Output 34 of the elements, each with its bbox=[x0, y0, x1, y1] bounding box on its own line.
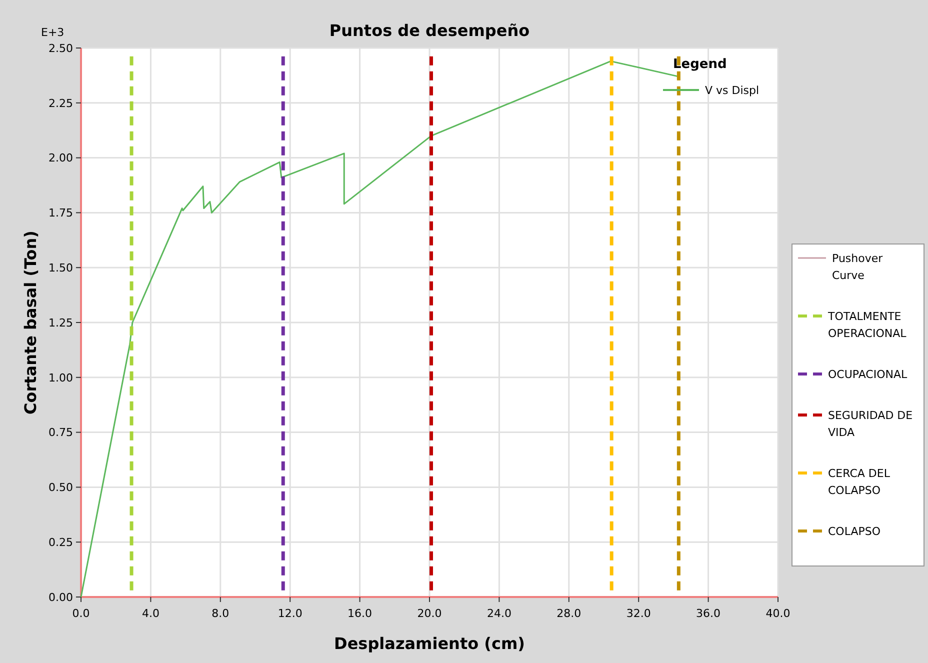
chart-title: Puntos de desempeño bbox=[329, 21, 530, 40]
legend-label: COLAPSO bbox=[828, 525, 881, 538]
x-tick-label: 20.0 bbox=[417, 607, 442, 620]
x-tick-label: 36.0 bbox=[696, 607, 721, 620]
legend-label: TOTALMENTE OPERACIONAL bbox=[827, 310, 908, 340]
x-tick-label: 8.0 bbox=[212, 607, 230, 620]
x-tick-label: 28.0 bbox=[556, 607, 582, 620]
x-tick-label: 4.0 bbox=[142, 607, 160, 620]
y-axis-title: Cortante basal (Ton) bbox=[21, 230, 40, 414]
y-tick-label: 0.00 bbox=[48, 590, 73, 604]
x-tick-label: 0.0 bbox=[72, 607, 90, 620]
y-tick-label: 2.50 bbox=[48, 42, 73, 55]
legend-label: OCUPACIONAL bbox=[828, 368, 908, 381]
y-tick-label: 0.25 bbox=[48, 536, 73, 549]
legend-title: Legend bbox=[673, 57, 727, 72]
y-tick-label: 1.00 bbox=[48, 371, 73, 384]
y-tick-label: 2.25 bbox=[48, 96, 73, 110]
x-axis-title: Desplazamiento (cm) bbox=[334, 634, 525, 653]
y-tick-label: 2.00 bbox=[48, 152, 73, 165]
legend-label: SEGURIDAD DE VIDA bbox=[828, 409, 913, 439]
legend-label: CERCA DEL COLAPSO bbox=[828, 467, 891, 497]
x-tick-label: 16.0 bbox=[348, 607, 372, 620]
x-tick-label: 40.0 bbox=[766, 607, 790, 620]
y-tick-label: 1.75 bbox=[48, 206, 73, 220]
y-tick-label: 1.25 bbox=[48, 316, 73, 330]
y-tick-label: 0.50 bbox=[48, 481, 73, 494]
legend-label: V vs Displ bbox=[705, 84, 760, 97]
y-tick-label: 1.50 bbox=[48, 261, 73, 274]
x-tick-label: 24.0 bbox=[486, 607, 512, 620]
x-tick-label: 32.0 bbox=[626, 607, 651, 620]
y-tick-label: 0.75 bbox=[48, 426, 73, 440]
text: Pushover Curve bbox=[832, 252, 884, 282]
text: E+3 bbox=[41, 26, 64, 39]
x-tick-label: 12.0 bbox=[278, 607, 302, 620]
